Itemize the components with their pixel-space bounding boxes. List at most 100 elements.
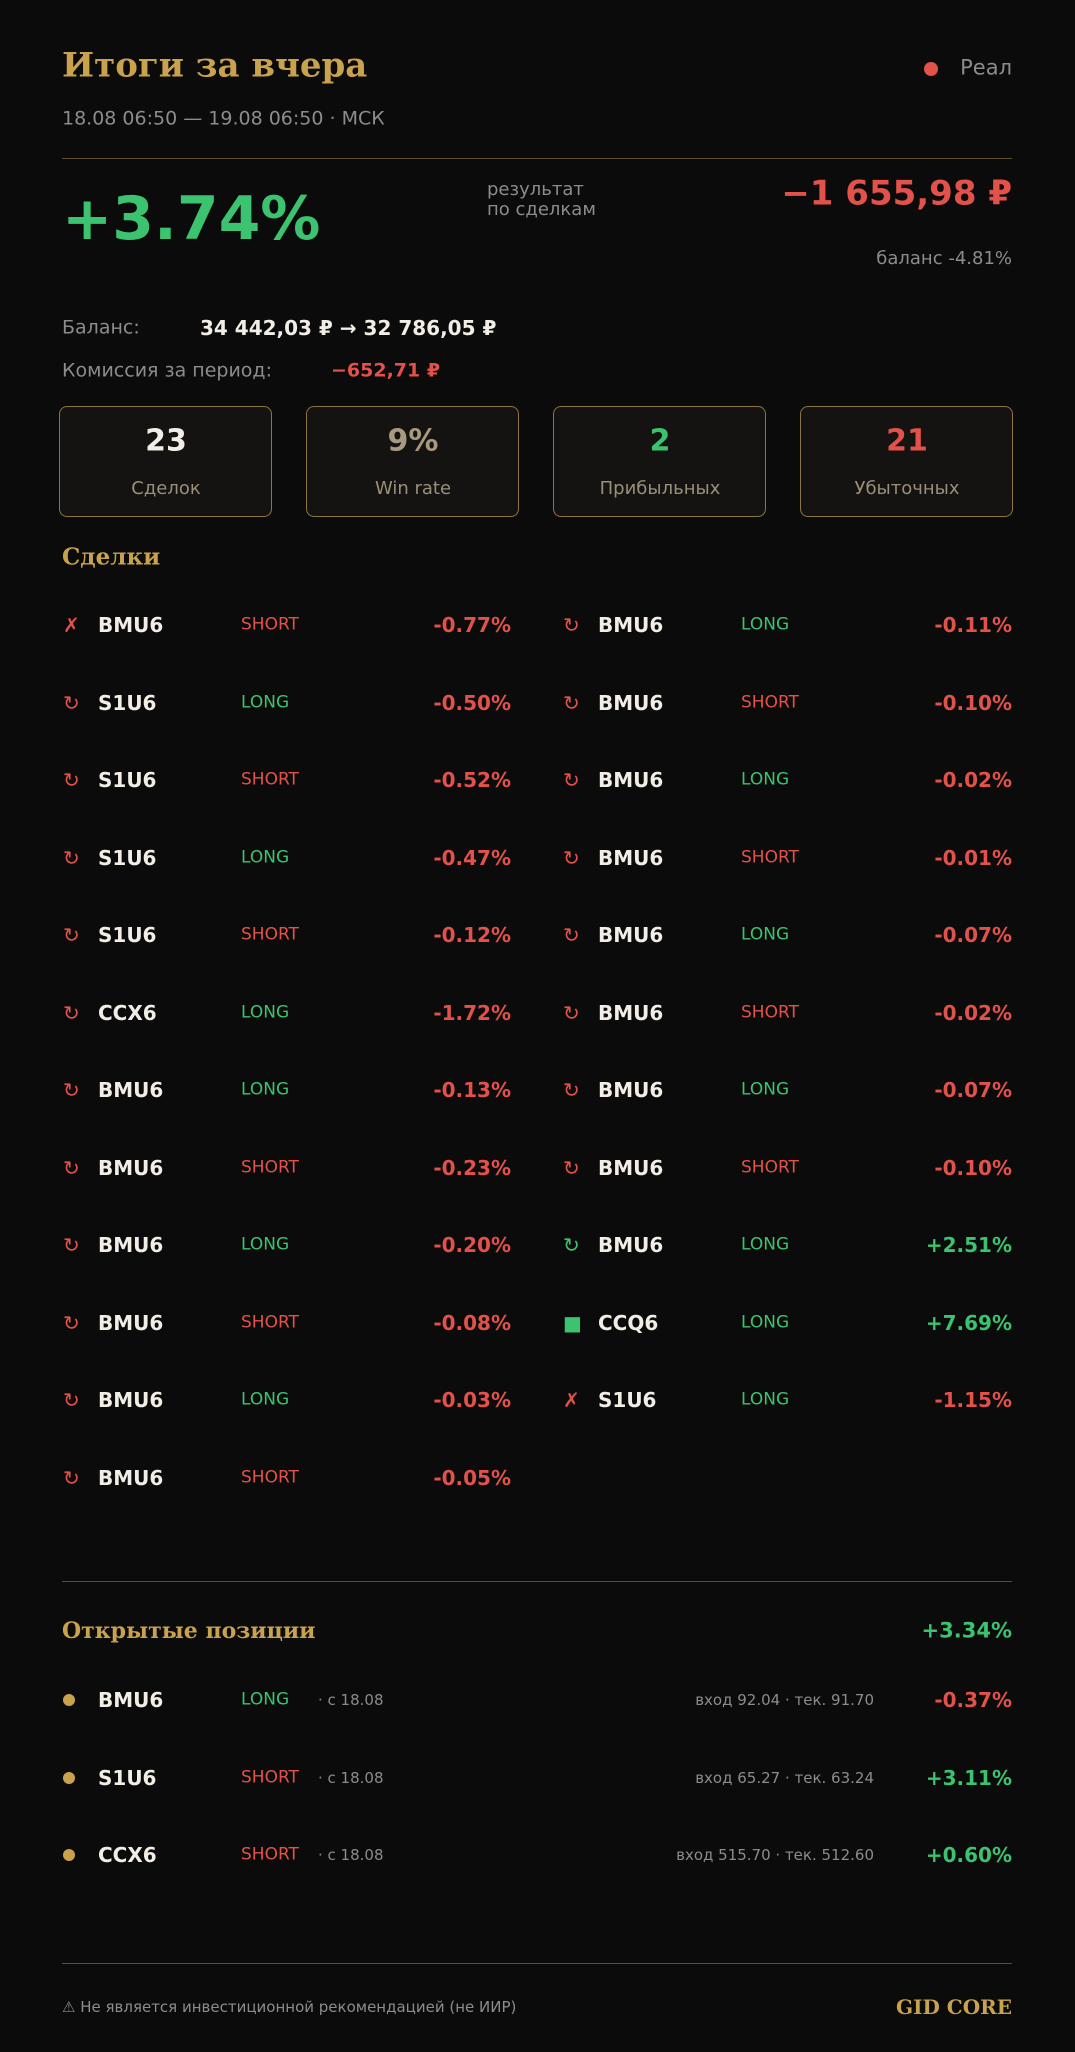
trade-pct: -0.47%	[433, 845, 511, 870]
trade-icon: ↻	[63, 923, 80, 947]
side: LONG	[741, 1234, 790, 1255]
ticker: BMU6	[98, 1155, 164, 1180]
stat-label: Прибыльных	[599, 478, 721, 500]
commission-value: −652,71 ₽	[331, 359, 441, 382]
trade-icon: ↻	[63, 1078, 80, 1102]
trade-icon: ↻	[563, 768, 580, 792]
trade-pct: -0.02%	[934, 768, 1012, 792]
ticker: BMU6	[598, 845, 664, 870]
stat-card	[800, 406, 1013, 517]
trade-icon: ↻	[563, 923, 580, 947]
ticker: S1U6	[598, 1388, 657, 1412]
ticker: BMU6	[598, 1078, 664, 1102]
commission-label: Комиссия за период:	[62, 359, 272, 382]
balance-label: Баланс:	[62, 316, 140, 339]
side: LONG	[241, 1079, 290, 1100]
trade-pct: -0.50%	[433, 690, 511, 715]
ticker: BMU6	[598, 613, 664, 637]
ticker: S1U6	[98, 1765, 157, 1790]
positions-total: +3.34%	[921, 1618, 1012, 1643]
ticker: S1U6	[98, 768, 157, 792]
trade-icon: ↻	[563, 1078, 580, 1102]
ticker: BMU6	[598, 768, 664, 792]
trade-pct: -0.02%	[934, 1000, 1012, 1025]
side: LONG	[241, 847, 290, 868]
ticker: BMU6	[598, 923, 664, 947]
trade-icon: ↻	[63, 1233, 80, 1257]
ticker: S1U6	[98, 690, 157, 715]
trade-icon: ↻	[63, 1000, 80, 1025]
since: · с 18.08	[318, 1768, 384, 1787]
divider	[62, 1963, 1012, 1964]
side: SHORT	[241, 614, 299, 635]
side: LONG	[241, 692, 290, 713]
trade-icon: ↻	[563, 845, 580, 870]
trade-icon: ↻	[563, 1155, 580, 1180]
ticker: CCQ6	[598, 1310, 659, 1335]
stat-label: Убыточных	[854, 478, 960, 500]
trade-icon: ■	[563, 1310, 582, 1335]
since: · с 18.08	[318, 1845, 384, 1864]
side: LONG	[741, 1389, 790, 1410]
trade-pct: -0.03%	[433, 1388, 511, 1412]
stat-label: Win rate	[374, 478, 452, 500]
trade-pct: +7.69%	[925, 1310, 1012, 1335]
trade-pct: -0.52%	[433, 768, 511, 792]
trade-icon: ↻	[63, 845, 80, 870]
ticker: BMU6	[98, 1465, 164, 1490]
position-pct: +0.60%	[925, 1843, 1012, 1867]
trade-pct: -0.05%	[433, 1465, 511, 1490]
ticker: BMU6	[98, 1233, 164, 1257]
trade-pct: -0.12%	[433, 923, 511, 947]
side: LONG	[241, 1234, 290, 1255]
prices: вход 515.70 · тек. 512.60	[676, 1845, 874, 1864]
divider	[62, 158, 1012, 159]
side: SHORT	[741, 1002, 799, 1023]
trade-icon: ✗	[63, 613, 80, 637]
trade-icon: ✗	[563, 1388, 580, 1412]
trade-pct: -0.01%	[934, 845, 1012, 870]
section-title: Открытые позиции	[62, 1617, 316, 1644]
side: LONG	[741, 1079, 790, 1100]
position-pct: -0.37%	[934, 1688, 1012, 1712]
ticker: BMU6	[98, 613, 164, 637]
result-pct: +3.74%	[62, 184, 321, 254]
balance-change: баланс -4.81%	[876, 248, 1012, 270]
side: LONG	[741, 614, 790, 635]
brand: GID CORE	[896, 1995, 1012, 2019]
trade-icon: ↻	[63, 1465, 80, 1490]
trade-pct: -0.07%	[934, 923, 1012, 947]
stat-value: 2	[649, 423, 671, 459]
position-dot	[63, 1849, 75, 1861]
side: SHORT	[741, 692, 799, 713]
ticker: CCX6	[98, 1000, 157, 1025]
ticker: CCX6	[98, 1843, 157, 1867]
side: SHORT	[241, 1844, 299, 1865]
trade-pct: -0.07%	[934, 1078, 1012, 1102]
trade-pct: -0.77%	[433, 613, 511, 637]
trade-pct: -0.13%	[433, 1078, 511, 1102]
ticker: S1U6	[98, 923, 157, 947]
side: SHORT	[241, 1312, 299, 1333]
since: · с 18.08	[318, 1690, 384, 1709]
side: LONG	[241, 1389, 290, 1410]
trade-icon: ↻	[63, 768, 80, 792]
stat-value: 9%	[387, 423, 439, 459]
disclaimer: ⚠ Не является инвестиционной рекомендаци…	[62, 1997, 517, 2016]
trade-pct: -1.72%	[433, 1000, 511, 1025]
side: LONG	[241, 1689, 290, 1710]
prices: вход 65.27 · тек. 63.24	[695, 1768, 874, 1787]
trade-pct: -0.10%	[934, 690, 1012, 715]
trade-icon: ↻	[63, 690, 80, 715]
ticker: BMU6	[598, 1000, 664, 1025]
ticker: BMU6	[598, 690, 664, 715]
side: LONG	[741, 769, 790, 790]
side: SHORT	[241, 1767, 299, 1788]
mode: Реал	[960, 55, 1012, 80]
trade-icon: ↻	[563, 613, 580, 637]
ticker: BMU6	[98, 1388, 164, 1412]
side: SHORT	[241, 769, 299, 790]
trade-pct: +2.51%	[925, 1233, 1012, 1257]
side: SHORT	[741, 1157, 799, 1178]
